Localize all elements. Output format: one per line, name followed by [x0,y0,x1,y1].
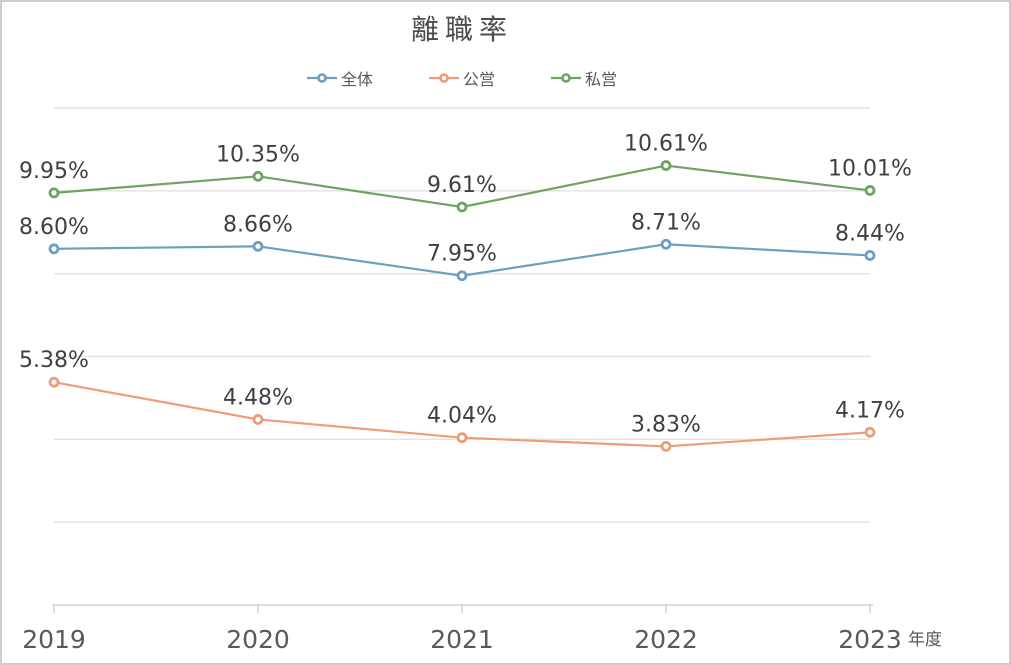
data-label: 3.83% [631,412,701,437]
x-axis-label: 2019 [22,625,86,654]
data-point-私営 [456,201,468,213]
x-axis-label: 2022 [634,625,698,654]
data-point-公営 [252,414,264,425]
data-point-私営 [864,185,876,196]
data-label: 8.71% [631,210,701,235]
data-point-私営 [660,160,672,171]
data-point-公営 [48,376,60,388]
legend-marker-icon [306,73,337,83]
data-point-私営 [48,187,60,199]
data-point-全体 [48,243,60,255]
data-point-私営 [252,170,264,182]
legend-item-全体[interactable]: 全体 [306,66,373,90]
legend-item-私営[interactable]: 私営 [551,66,617,90]
data-label: 4.17% [835,398,905,423]
data-point-公営 [660,440,672,452]
data-point-公営 [864,426,876,438]
legend: 全体 公営 私営 [2,66,922,90]
legend-label: 公営 [462,70,495,89]
data-label: 5.38% [19,348,89,373]
data-label: 9.95% [19,159,89,184]
data-point-全体 [252,240,264,252]
data-label: 8.44% [835,221,905,246]
data-label: 7.95% [427,242,497,267]
x-axis-label: 2023 [838,625,902,654]
legend-label: 私営 [585,70,618,89]
data-label: 4.48% [223,385,293,410]
legend-marker-icon [428,73,459,83]
data-point-全体 [456,270,468,282]
data-point-公営 [456,432,468,444]
data-label: 10.61% [624,132,708,157]
data-label: 10.01% [828,156,912,181]
data-label: 9.61% [427,173,497,198]
data-point-全体 [864,250,876,261]
data-label: 10.35% [216,142,300,167]
x-axis-label: 2020 [226,625,290,654]
data-label: 4.04% [427,404,497,429]
x-axis-label: 2021 [430,625,494,654]
data-label: 8.66% [223,212,293,237]
legend-label: 全体 [340,70,373,89]
legend-item-公営[interactable]: 公営 [428,66,495,90]
data-point-全体 [660,238,672,250]
x-axis-unit-label: 年度 [908,630,942,650]
chart-title: 離職率 [410,13,513,46]
data-label: 8.60% [19,215,89,240]
legend-marker-icon [551,73,581,83]
